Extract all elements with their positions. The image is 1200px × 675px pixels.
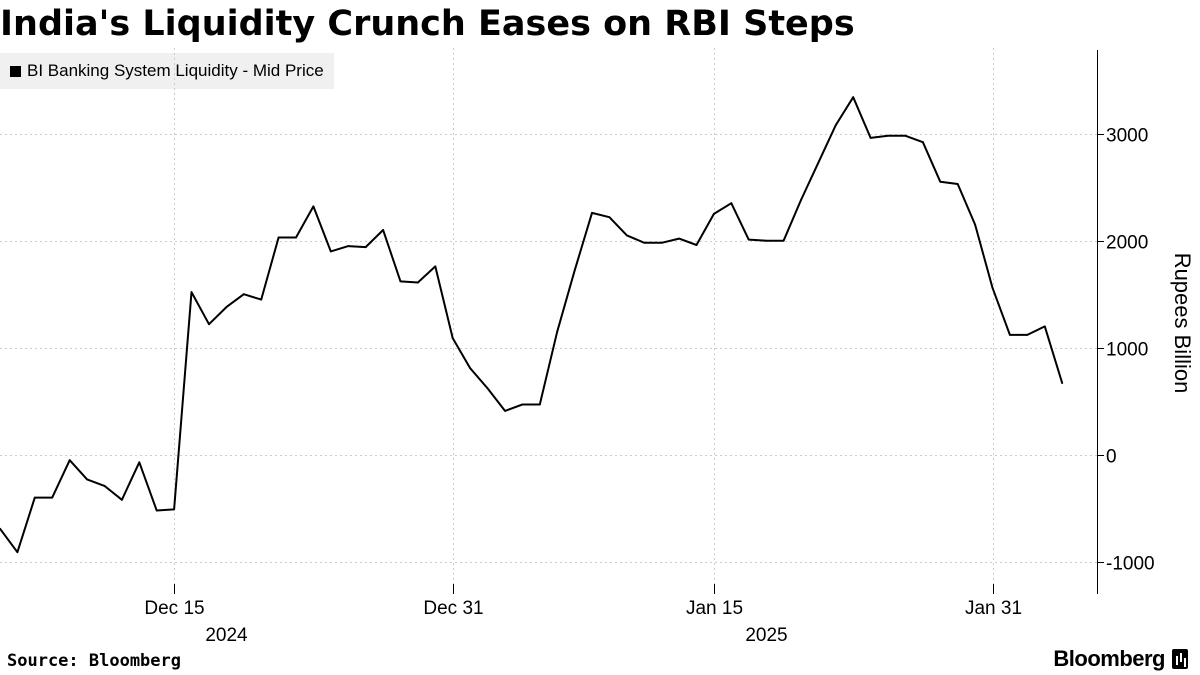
data-point — [190, 291, 193, 293]
y-tick-label: 3000 — [1106, 126, 1148, 147]
data-point — [33, 496, 36, 499]
legend-label: BI Banking System Liquidity - Mid Price — [27, 61, 324, 80]
data-point — [1026, 334, 1029, 336]
data-point — [956, 183, 959, 185]
data-point — [451, 337, 454, 339]
y-tick-label: 1000 — [1106, 340, 1148, 361]
data-point — [504, 410, 506, 412]
data-point — [660, 241, 663, 244]
data-point — [382, 229, 384, 231]
data-point — [887, 134, 889, 137]
data-point — [295, 236, 297, 239]
data-point — [538, 403, 541, 406]
data-point — [277, 236, 280, 239]
data-point — [242, 293, 245, 296]
data-point — [730, 202, 733, 205]
brand-text: Bloomberg — [1053, 646, 1165, 671]
data-point — [573, 269, 576, 272]
x-year-label: 2024 — [205, 625, 248, 646]
y-tick-label: 2000 — [1106, 233, 1148, 254]
x-tick-label: Jan 15 — [686, 598, 743, 619]
series-line — [0, 96, 1064, 554]
data-point — [1061, 382, 1064, 384]
data-point — [556, 330, 559, 333]
data-point — [312, 205, 315, 208]
data-point — [155, 509, 158, 512]
source-note: Source: Bloomberg — [7, 651, 181, 671]
y-axis-label: Rupees Billion — [1170, 253, 1195, 394]
legend-swatch — [10, 65, 21, 77]
y-tick-label: -1000 — [1106, 554, 1155, 575]
data-point — [643, 241, 646, 244]
data-point — [852, 96, 855, 99]
data-point — [782, 239, 785, 242]
data-point — [869, 137, 872, 139]
data-point — [364, 246, 367, 249]
x-tick-label: Dec 31 — [423, 598, 483, 619]
data-point — [16, 551, 19, 554]
y-axis: -1000 0 1000 2000 3000 — [1097, 50, 1155, 594]
data-point — [608, 216, 611, 219]
data-point — [208, 323, 210, 326]
data-point — [1043, 325, 1046, 328]
chart-title: India's Liquidity Crunch Eases on RBI St… — [0, 4, 855, 44]
data-point — [469, 367, 471, 369]
data-point — [103, 485, 106, 487]
data-point — [817, 161, 820, 164]
data-point — [225, 306, 228, 308]
data-point — [399, 280, 402, 283]
data-point — [626, 234, 628, 237]
y-tick-label: 0 — [1106, 447, 1117, 468]
x-tick-label: Jan 31 — [965, 598, 1022, 619]
data-point — [991, 286, 994, 289]
series-layer — [0, 96, 1064, 554]
data-point — [713, 213, 715, 215]
data-point — [521, 403, 524, 406]
data-point — [486, 387, 489, 390]
data-point — [329, 250, 332, 253]
data-point — [765, 239, 768, 242]
x-year-label: 2025 — [745, 625, 787, 646]
data-point — [138, 461, 141, 464]
x-tick-label: Dec 15 — [144, 598, 204, 619]
data-point — [939, 180, 942, 183]
gridlines — [0, 48, 1097, 594]
data-point — [904, 134, 907, 137]
data-point — [922, 141, 924, 144]
data-point — [834, 124, 837, 126]
data-point — [591, 212, 593, 214]
data-point — [121, 498, 123, 501]
data-point — [68, 459, 71, 462]
data-point — [51, 496, 54, 499]
data-point — [747, 238, 750, 241]
data-point — [173, 508, 176, 511]
data-point — [417, 281, 419, 284]
data-point — [434, 265, 437, 268]
data-point — [974, 223, 976, 226]
bloomberg-logo: Bloomberg — [1053, 646, 1188, 672]
data-point — [0, 527, 1, 530]
data-point — [1009, 334, 1011, 336]
data-point — [678, 237, 680, 240]
data-point — [695, 244, 698, 246]
data-point — [347, 245, 350, 248]
data-point — [260, 298, 263, 301]
data-point — [800, 199, 802, 201]
legend: BI Banking System Liquidity - Mid Price — [0, 53, 334, 89]
data-point — [86, 478, 88, 481]
bloomberg-chart-icon — [1172, 649, 1188, 669]
